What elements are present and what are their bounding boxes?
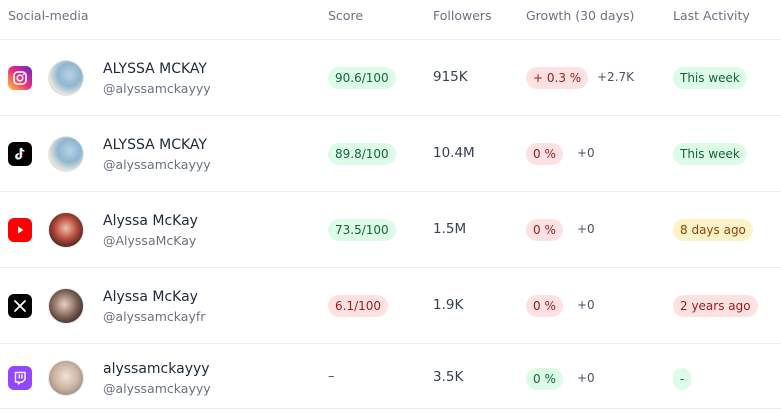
growth-delta: +2.7K	[597, 70, 635, 84]
avatar[interactable]	[48, 288, 84, 324]
avatar[interactable]	[48, 136, 84, 172]
table-row[interactable]: ALYSSA MCKAY @alyssamckayyy 90.6/100 915…	[0, 40, 781, 116]
column-score[interactable]: Score	[328, 8, 364, 23]
activity-badge: -	[673, 368, 692, 390]
youtube-icon	[8, 218, 32, 242]
instagram-icon	[8, 66, 32, 90]
column-social-media[interactable]: Social-media	[8, 8, 89, 23]
score-badge: 73.5/100	[328, 219, 396, 241]
avatar[interactable]	[48, 212, 84, 248]
followers-count: 1.9K	[433, 297, 464, 313]
profile-name[interactable]: alyssamckayyy	[103, 361, 210, 377]
column-growth[interactable]: Growth (30 days)	[526, 8, 635, 23]
twitch-icon	[8, 366, 32, 390]
growth-badge: 0 %	[526, 368, 563, 390]
growth-badge: 0 %	[526, 143, 563, 165]
growth-delta: +0	[577, 146, 595, 160]
activity-badge: 8 days ago	[673, 219, 753, 241]
profile-handle: @alyssamckayyy	[103, 381, 211, 396]
profile-name[interactable]: ALYSSA MCKAY	[103, 137, 207, 153]
growth-badge: 0 %	[526, 295, 563, 317]
profile-handle: @alyssamckayfr	[103, 309, 206, 324]
score-badge: 6.1/100	[328, 295, 389, 317]
tiktok-icon	[8, 142, 32, 166]
activity-badge: This week	[673, 143, 747, 165]
column-last-activity[interactable]: Last Activity	[673, 8, 750, 23]
activity-badge: This week	[673, 67, 747, 89]
profile-handle: @AlyssaMcKay	[103, 233, 197, 248]
followers-count: 915K	[433, 69, 468, 85]
avatar[interactable]	[48, 360, 84, 396]
table-row[interactable]: alyssamckayyy @alyssamckayyy – 3.5K 0 % …	[0, 344, 781, 409]
score-empty: –	[328, 369, 335, 384]
profile-handle: @alyssamckayyy	[103, 81, 211, 96]
profile-name[interactable]: Alyssa McKay	[103, 213, 198, 229]
column-followers[interactable]: Followers	[433, 8, 492, 23]
growth-delta: +0	[577, 298, 595, 312]
activity-badge: 2 years ago	[673, 295, 758, 317]
table-row[interactable]: Alyssa McKay @alyssamckayfr 6.1/100 1.9K…	[0, 268, 781, 344]
table-row[interactable]: ALYSSA MCKAY @alyssamckayyy 89.8/100 10.…	[0, 116, 781, 192]
score-badge: 89.8/100	[328, 143, 396, 165]
growth-delta: +0	[577, 371, 595, 385]
growth-badge: + 0.3 %	[526, 67, 589, 89]
followers-count: 10.4M	[433, 145, 475, 161]
growth-delta: +0	[577, 222, 595, 236]
table-header: Social-media Score Followers Growth (30 …	[0, 0, 781, 40]
table-row[interactable]: Alyssa McKay @AlyssaMcKay 73.5/100 1.5M …	[0, 192, 781, 268]
profile-name[interactable]: Alyssa McKay	[103, 289, 198, 305]
profile-handle: @alyssamckayyy	[103, 157, 211, 172]
profile-name[interactable]: ALYSSA MCKAY	[103, 61, 207, 77]
x-icon	[8, 294, 32, 318]
avatar[interactable]	[48, 60, 84, 96]
score-badge: 90.6/100	[328, 67, 396, 89]
growth-badge: 0 %	[526, 219, 563, 241]
followers-count: 3.5K	[433, 369, 464, 385]
followers-count: 1.5M	[433, 221, 467, 237]
